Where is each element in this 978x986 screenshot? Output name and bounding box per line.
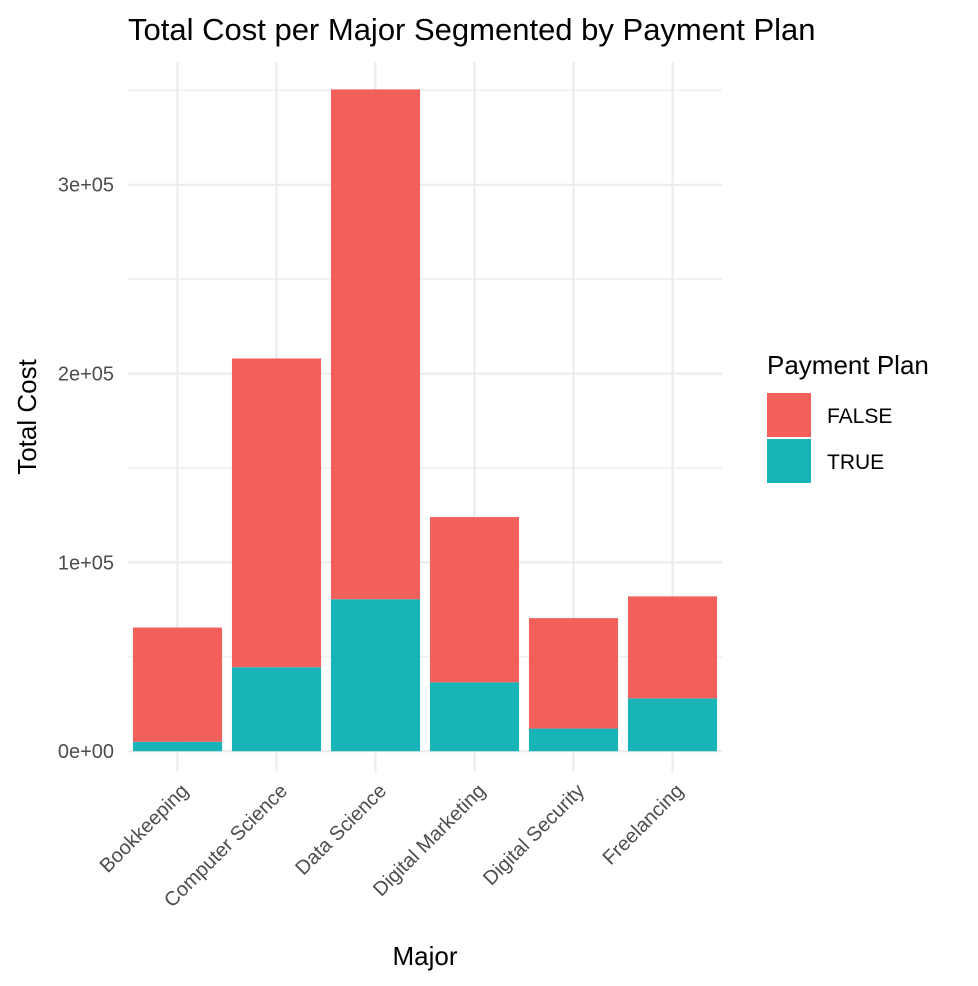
y-tick-label: 0e+00 [58, 741, 114, 763]
x-tick-label: Bookkeeping [96, 780, 193, 877]
bar-true-freelancing [627, 698, 718, 752]
x-tick-label: Digital Security [479, 780, 589, 890]
legend-swatch-true [767, 439, 811, 483]
bar-false-digital-marketing [429, 517, 520, 683]
bar-false-computer-science [231, 358, 322, 668]
legend-label-false: FALSE [827, 405, 892, 428]
bars [132, 89, 718, 752]
x-tick-label: Freelancing [599, 780, 688, 869]
bar-true-computer-science [231, 667, 322, 752]
chart-title: Total Cost per Major Segmented by Paymen… [128, 12, 816, 47]
y-axis-ticks: 0e+00 1e+05 2e+05 3e+05 [58, 175, 114, 763]
legend: Payment Plan FALSE TRUE [767, 350, 929, 483]
y-tick-label: 3e+05 [58, 175, 114, 197]
y-tick-label: 2e+05 [58, 364, 114, 386]
bar-true-bookkeeping [132, 741, 223, 752]
bar-false-digital-security [528, 618, 619, 729]
bar-false-data-science [330, 89, 421, 600]
bar-true-digital-marketing [429, 682, 520, 752]
x-axis-title: Major [392, 941, 457, 971]
legend-label-true: TRUE [827, 451, 884, 474]
bar-false-freelancing [627, 596, 718, 699]
legend-title: Payment Plan [767, 350, 929, 380]
y-tick-label: 1e+05 [58, 552, 114, 574]
legend-swatch-false [767, 393, 811, 437]
y-axis-title: Total Cost [12, 358, 42, 474]
bar-true-digital-security [528, 728, 619, 752]
x-tick-label: Data Science [291, 780, 391, 880]
bar-false-bookkeeping [132, 627, 223, 742]
bar-true-data-science [330, 599, 421, 752]
